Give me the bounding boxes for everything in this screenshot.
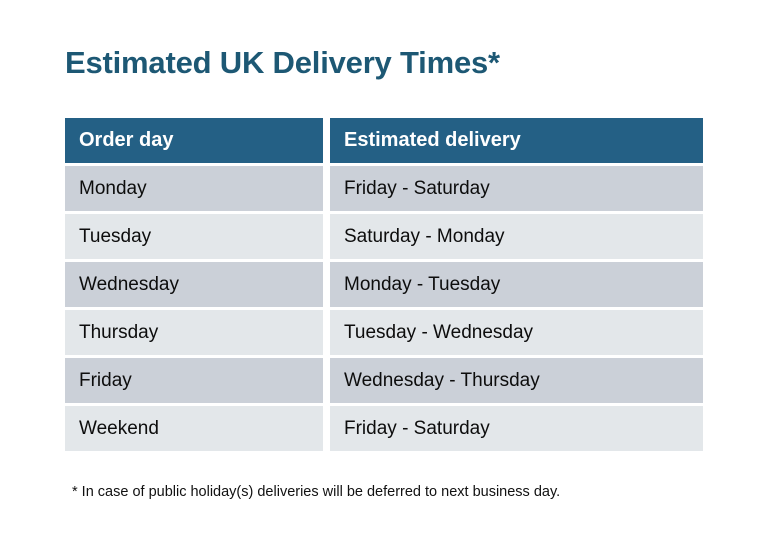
- cell-order-day: Wednesday: [65, 262, 323, 307]
- cell-estimated-delivery: Friday - Saturday: [330, 406, 703, 451]
- cell-order-day: Weekend: [65, 406, 323, 451]
- table-header-row: Order day Estimated delivery: [65, 118, 703, 163]
- page-title: Estimated UK Delivery Times*: [65, 45, 500, 80]
- cell-estimated-delivery: Wednesday - Thursday: [330, 358, 703, 403]
- cell-estimated-delivery: Monday - Tuesday: [330, 262, 703, 307]
- column-header-estimated-delivery: Estimated delivery: [330, 118, 703, 163]
- table-row: Friday Wednesday - Thursday: [65, 358, 703, 403]
- table-row: Monday Friday - Saturday: [65, 166, 703, 211]
- cell-estimated-delivery: Tuesday - Wednesday: [330, 310, 703, 355]
- cell-order-day: Thursday: [65, 310, 323, 355]
- cell-order-day: Tuesday: [65, 214, 323, 259]
- footnote-text: * In case of public holiday(s) deliverie…: [72, 484, 561, 500]
- column-header-order-day: Order day: [65, 118, 323, 163]
- table-row: Weekend Friday - Saturday: [65, 406, 703, 451]
- table-row: Tuesday Saturday - Monday: [65, 214, 703, 259]
- table-row: Wednesday Monday - Tuesday: [65, 262, 703, 307]
- cell-order-day: Friday: [65, 358, 323, 403]
- cell-order-day: Monday: [65, 166, 323, 211]
- delivery-times-table: Order day Estimated delivery Monday Frid…: [65, 118, 703, 451]
- cell-estimated-delivery: Friday - Saturday: [330, 166, 703, 211]
- cell-estimated-delivery: Saturday - Monday: [330, 214, 703, 259]
- table-row: Thursday Tuesday - Wednesday: [65, 310, 703, 355]
